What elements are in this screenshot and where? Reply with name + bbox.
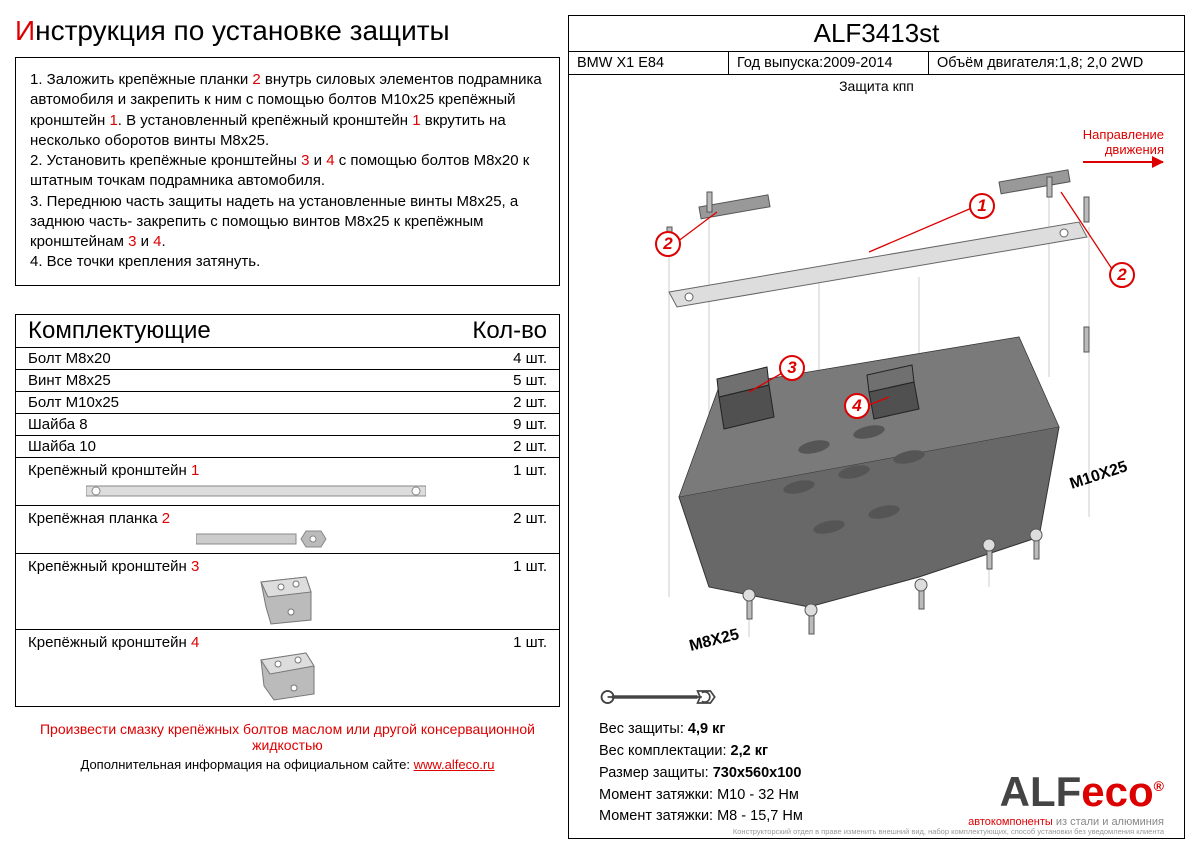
comp-row-part3: Крепёжный кронштейн 3 1 шт. — [16, 554, 559, 630]
comp-row: Болт М8х20 4 шт. — [16, 348, 559, 370]
website-link[interactable]: www.alfeco.ru — [414, 757, 495, 772]
callout-2a: 2 — [655, 231, 681, 257]
callout-3: 3 — [779, 355, 805, 381]
comp-row: Шайба 10 2 шт. — [16, 436, 559, 458]
vehicle-year: Год выпуска:2009-2014 — [729, 52, 929, 74]
main-title: Инструкция по установке защиты — [15, 15, 560, 47]
diagram-area: Направление движения — [569, 97, 1184, 838]
step-1: 1. Заложить крепёжные планки 2 внутрь си… — [30, 70, 545, 151]
components-header: Комплектующие Кол-во — [16, 315, 559, 348]
step-4: 4. Все точки крепления затянуть. — [30, 252, 545, 272]
comp-row-part4: Крепёжный кронштейн 4 1 шт. — [16, 630, 559, 706]
brand-logo: ALFeco® автокомпоненты из стали и алюмин… — [968, 768, 1164, 828]
spec-size: Размер защиты: 730x560x100 — [599, 763, 803, 785]
step-2: 2. Установить крепёжные кронштейны 3 и 4… — [30, 151, 545, 192]
vehicle-model: BMW X1 E84 — [569, 52, 729, 74]
bracket-1-shape — [669, 222, 1087, 307]
disclaimer-text: Конструкторский отдел в праве изменить в… — [733, 827, 1164, 836]
callout-2b: 2 — [1109, 262, 1135, 288]
spec-weight: Вес защиты: 4,9 кг — [599, 719, 803, 741]
bracket-4-on-plate — [867, 365, 919, 419]
callout-1: 1 — [969, 193, 995, 219]
wrench-icon — [599, 688, 719, 706]
vehicle-info-row: BMW X1 E84 Год выпуска:2009-2014 Объём д… — [569, 52, 1184, 75]
step-3: 3. Переднюю часть защиты надеть на устан… — [30, 192, 545, 253]
comp-row-part2: Крепёжная планка 2 2 шт. — [16, 506, 559, 554]
comp-header-right: Кол-во — [472, 317, 547, 345]
plank-right — [999, 170, 1070, 194]
title-first-letter: И — [15, 15, 35, 46]
callout-4: 4 — [844, 393, 870, 419]
title-rest: нструкция по установке защиты — [35, 15, 450, 46]
footer-warning: Произвести смазку крепёжных болтов масло… — [15, 721, 560, 753]
product-code: ALF3413st — [569, 16, 1184, 52]
specs-box: Вес защиты: 4,9 кг Вес комплектации: 2,2… — [599, 688, 803, 829]
spec-kit: Вес комплектации: 2,2 кг — [599, 741, 803, 763]
spec-torque2: Момент затяжки: М8 - 15,7 Нм — [599, 806, 803, 828]
vehicle-engine: Объём двигателя:1,8; 2,0 2WD — [929, 52, 1184, 74]
footer-link-row: Дополнительная информация на официальном… — [15, 757, 560, 772]
bracket-1-icon — [86, 480, 426, 502]
spec-torque1: Момент затяжки: М10 - 32 Нм — [599, 785, 803, 807]
bracket-4-icon — [256, 648, 326, 702]
exploded-diagram — [569, 97, 1189, 657]
left-panel: Инструкция по установке защиты 1. Заложи… — [15, 15, 560, 839]
bracket-3-icon — [256, 572, 326, 626]
comp-row: Шайба 8 9 шт. — [16, 414, 559, 436]
comp-row: Болт М10х25 2 шт. — [16, 392, 559, 414]
logo-text: ALFeco® — [968, 768, 1164, 816]
instructions-box: 1. Заложить крепёжные планки 2 внутрь си… — [15, 57, 560, 286]
diagram-title: Защита кпп — [569, 75, 1184, 97]
components-table: Комплектующие Кол-во Болт М8х20 4 шт. Ви… — [15, 314, 560, 707]
right-panel: ALF3413st BMW X1 E84 Год выпуска:2009-20… — [568, 15, 1185, 839]
comp-header-left: Комплектующие — [28, 317, 211, 345]
comp-row-part1: Крепёжный кронштейн 1 1 шт. — [16, 458, 559, 506]
bracket-2-icon — [196, 528, 336, 550]
comp-row: Винт М8х25 5 шт. — [16, 370, 559, 392]
